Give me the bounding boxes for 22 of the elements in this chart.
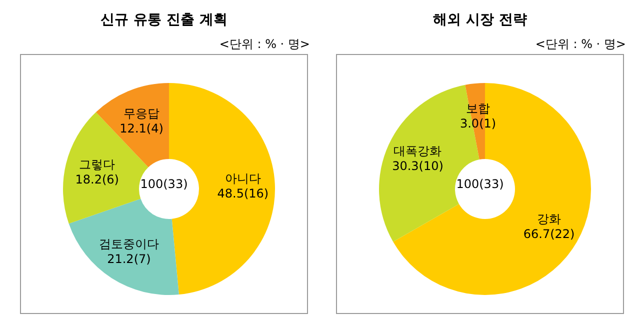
slice-label: 검토중이다 — [98, 237, 159, 252]
slice-label: 대폭강화 — [394, 144, 442, 158]
data-label: 30.3(10) — [392, 159, 444, 174]
chart-title: 신규 유통 진출 계획 — [100, 11, 228, 30]
donut-slice — [393, 83, 591, 295]
data-label: 66.7(22) — [523, 227, 575, 242]
slice-label: 아니다 — [224, 172, 261, 186]
data-label: 48.5(16) — [217, 186, 269, 201]
slice-label: 강화 — [537, 212, 562, 226]
text: 100(33) — [456, 177, 504, 191]
data-label: 12.1(4) — [120, 121, 164, 136]
data-label: 3.0(1) — [460, 116, 496, 130]
text: 100(33) — [140, 177, 188, 191]
data-label: 21.2(7) — [107, 252, 151, 266]
chart-title: 해외 시장 전략 — [432, 11, 528, 30]
chart-subtitle: <단위 : % · 명> — [534, 36, 627, 53]
data-label: 18.2(6) — [75, 172, 119, 186]
donut-slice — [68, 198, 179, 295]
slice-label: 무응답 — [124, 106, 160, 120]
chart-subtitle: <단위 : % · 명> — [218, 36, 311, 53]
slice-label: 그렇다 — [79, 158, 116, 172]
slice-label: 보합 — [466, 101, 490, 116]
